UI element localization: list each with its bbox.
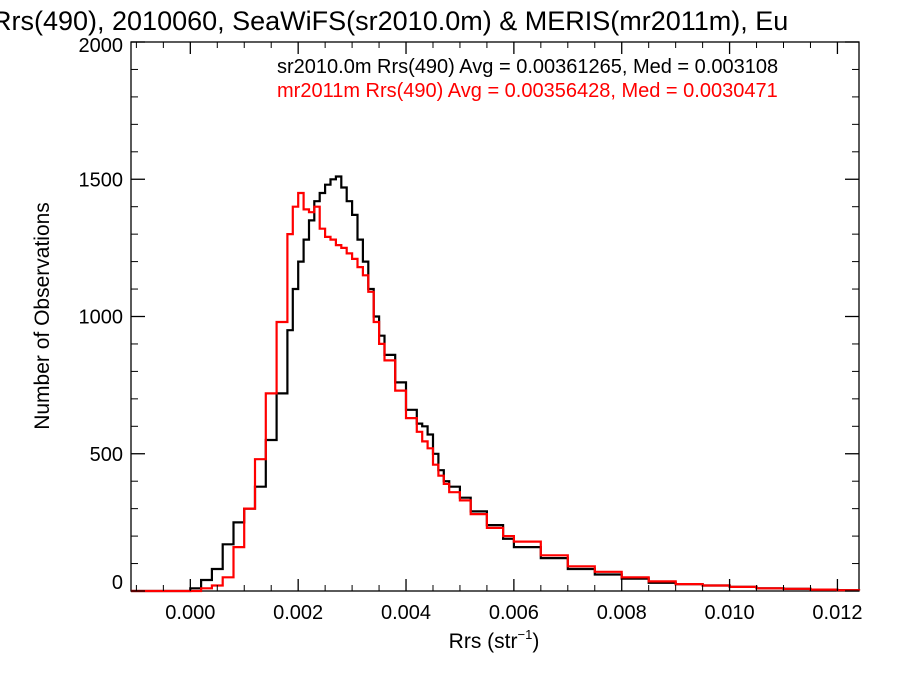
x-tick-label: 0.008 bbox=[597, 602, 647, 624]
x-tick-label: 0.012 bbox=[812, 602, 862, 624]
x-tick-label: 0.010 bbox=[705, 602, 755, 624]
y-tick-label: 500 bbox=[90, 444, 123, 466]
chart-title: Rrs(490), 2010060, SeaWiFS(sr2010.0m) & … bbox=[0, 6, 788, 36]
histogram-series-1 bbox=[131, 191, 861, 593]
y-tick-label: 0 bbox=[112, 572, 123, 594]
x-axis-label-superscript: −1 bbox=[518, 627, 533, 642]
x-axis-label: Rrs (str−1) bbox=[449, 627, 540, 653]
x-tick-label: 0.002 bbox=[273, 602, 323, 624]
x-tick-label: 0.006 bbox=[489, 602, 539, 624]
y-tick-label: 2000 bbox=[79, 35, 124, 57]
x-axis-label-main: Rrs (str bbox=[449, 630, 518, 653]
x-axis-label-end: ) bbox=[532, 630, 539, 653]
axis-ticks: 0.000 0.002 0.004 0.006 0.008 0.010 0.012 0 500 1… bbox=[79, 35, 863, 624]
y-axis-label: Number of Observations bbox=[31, 202, 54, 430]
series-layer bbox=[131, 175, 861, 593]
y-tick-label: 1000 bbox=[79, 307, 124, 329]
plot-area-border bbox=[130, 41, 860, 592]
x-tick-label: 0.004 bbox=[381, 602, 431, 624]
plot-frame bbox=[130, 41, 860, 592]
x-tick-label: 0.000 bbox=[165, 602, 215, 624]
annotation-red: mr2011m Rrs(490) Avg = 0.00356428, Med =… bbox=[277, 80, 778, 102]
annotation-black: sr2010.0m Rrs(490) Avg = 0.00361265, Med… bbox=[277, 56, 778, 78]
y-tick-label: 1500 bbox=[79, 169, 124, 191]
